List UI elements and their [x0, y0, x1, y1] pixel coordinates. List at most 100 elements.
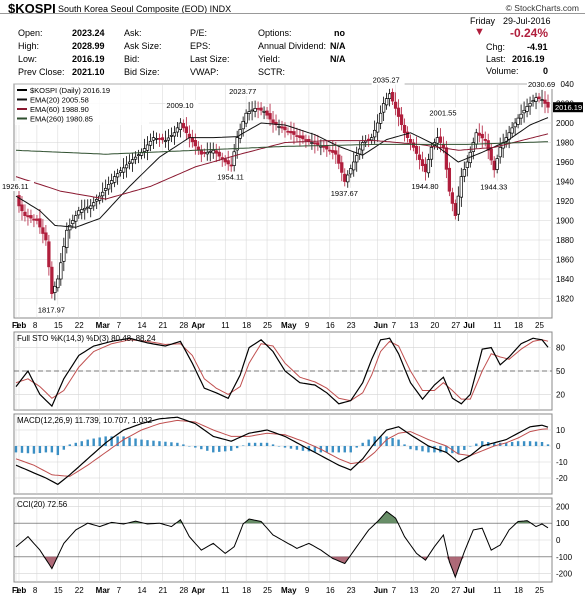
ticker-symbol[interactable]: $KOSPI [8, 1, 56, 16]
macd-histogram-bar [229, 446, 233, 451]
candle-body [214, 150, 218, 154]
candle-body [534, 97, 538, 102]
macd-histogram-bar [170, 442, 173, 446]
candle-body [393, 101, 398, 109]
candle-body [492, 160, 496, 171]
y-tick-label: 1960 [556, 158, 574, 167]
macd-histogram-bar [140, 439, 143, 446]
x-tick-label: May [281, 586, 297, 595]
candle-body [59, 262, 63, 280]
candle-body [41, 227, 45, 234]
legend-label: EMA(60) 1988.90 [30, 105, 89, 114]
candle-body [262, 110, 266, 113]
x-tick-label: 18 [242, 321, 251, 330]
macd-histogram-bar [122, 436, 125, 446]
y-tick-label: 1920 [556, 197, 574, 206]
x-tick-label: 11 [493, 586, 502, 595]
candle-body [190, 137, 194, 143]
candle-body [486, 140, 490, 151]
macd-histogram-bar [271, 444, 275, 446]
macd-histogram-bar [26, 446, 30, 454]
macd-histogram-bar [200, 446, 203, 450]
candle-body [145, 144, 150, 151]
x-tick-label: 27 [451, 321, 460, 330]
candle-body [89, 205, 93, 209]
x-tick-label: 28 [179, 321, 188, 330]
x-tick-label: Mar [96, 586, 110, 595]
macd-histogram-bar [516, 441, 520, 446]
x-tick-label: 28 [179, 586, 188, 595]
y-tick-label: 1980 [556, 139, 574, 148]
candle-body [378, 112, 383, 124]
candle-body [480, 133, 484, 139]
candle-body [32, 218, 36, 221]
price-annotation: 2030.69 [528, 80, 555, 89]
price-annotation: 1926.11 [2, 182, 29, 191]
candle-body [355, 155, 359, 163]
y-tick-label: 100 [556, 519, 570, 528]
annotation-bg [165, 100, 199, 111]
macd-histogram-bar [540, 442, 544, 446]
macd-histogram-bar [212, 446, 215, 453]
macd-histogram-bar [522, 441, 526, 446]
candle-body [420, 159, 425, 167]
x-tick-label: 23 [347, 586, 356, 595]
macd-histogram-bar [355, 446, 358, 448]
yield-label: Yield: [258, 54, 281, 64]
x-tick-label: 16 [326, 586, 335, 595]
candle-body [489, 148, 493, 161]
candle-body [387, 93, 392, 99]
candle-body [474, 132, 478, 145]
sctr-label: SCTR: [258, 67, 285, 77]
macd-panel-frame [13, 413, 553, 495]
macd-histogram-bar [80, 441, 83, 446]
x-tick-label: 11 [221, 321, 230, 330]
copyright-notice[interactable]: © StockCharts.com [505, 3, 579, 13]
candle-body [531, 100, 535, 103]
candle-body [310, 142, 314, 144]
candle-body [381, 103, 386, 113]
macd-histogram-bar [546, 444, 550, 446]
candle-body [35, 218, 39, 221]
macd-histogram-bar [510, 442, 514, 446]
annotation-bg [410, 180, 444, 191]
candle-body [325, 145, 329, 150]
x-tick-label: Feb [12, 586, 26, 595]
x-tick-label: 1 [15, 321, 20, 330]
macd-histogram-bar [277, 446, 281, 447]
change-value: -4.91 [527, 42, 548, 52]
x-tick-label: 22 [75, 321, 84, 330]
x-tick-label: 18 [514, 321, 523, 330]
vwap-label: VWAP: [190, 67, 219, 77]
macd-histogram-bar [433, 446, 436, 453]
y-tick-label: 80 [556, 344, 565, 353]
candle-body [259, 107, 263, 111]
candle-body [283, 126, 287, 131]
price-annotation: 2001.55 [429, 108, 456, 117]
candle-body [334, 150, 338, 155]
x-tick-label: 20 [430, 321, 439, 330]
y-tick-label: 1940 [556, 178, 574, 187]
macd-histogram-bar [504, 442, 508, 446]
candle-body [540, 99, 544, 101]
candle-body [244, 112, 248, 124]
macd-histogram-bar [188, 446, 191, 447]
last-price-label: 2016.19 [555, 103, 582, 112]
candle-body [268, 113, 272, 120]
macd-histogram-bar [379, 436, 382, 446]
annual-dividend-label: Annual Dividend: [258, 41, 327, 51]
macd-histogram-bar [20, 446, 24, 453]
candle-body [112, 176, 117, 183]
macd-histogram-bar [397, 439, 400, 446]
candle-body [175, 127, 180, 133]
candle-body [241, 121, 245, 130]
candle-body [316, 142, 320, 146]
candle-body [223, 158, 227, 163]
x-tick-label: 1 [15, 586, 20, 595]
y-tick-label: 0 [556, 442, 561, 451]
x-tick-label: Jun [374, 586, 388, 595]
last-value: 2016.19 [512, 54, 545, 64]
price-annotation: 2009.10 [166, 101, 193, 110]
macd-histogram-bar [224, 446, 227, 452]
candle-body [247, 111, 251, 114]
